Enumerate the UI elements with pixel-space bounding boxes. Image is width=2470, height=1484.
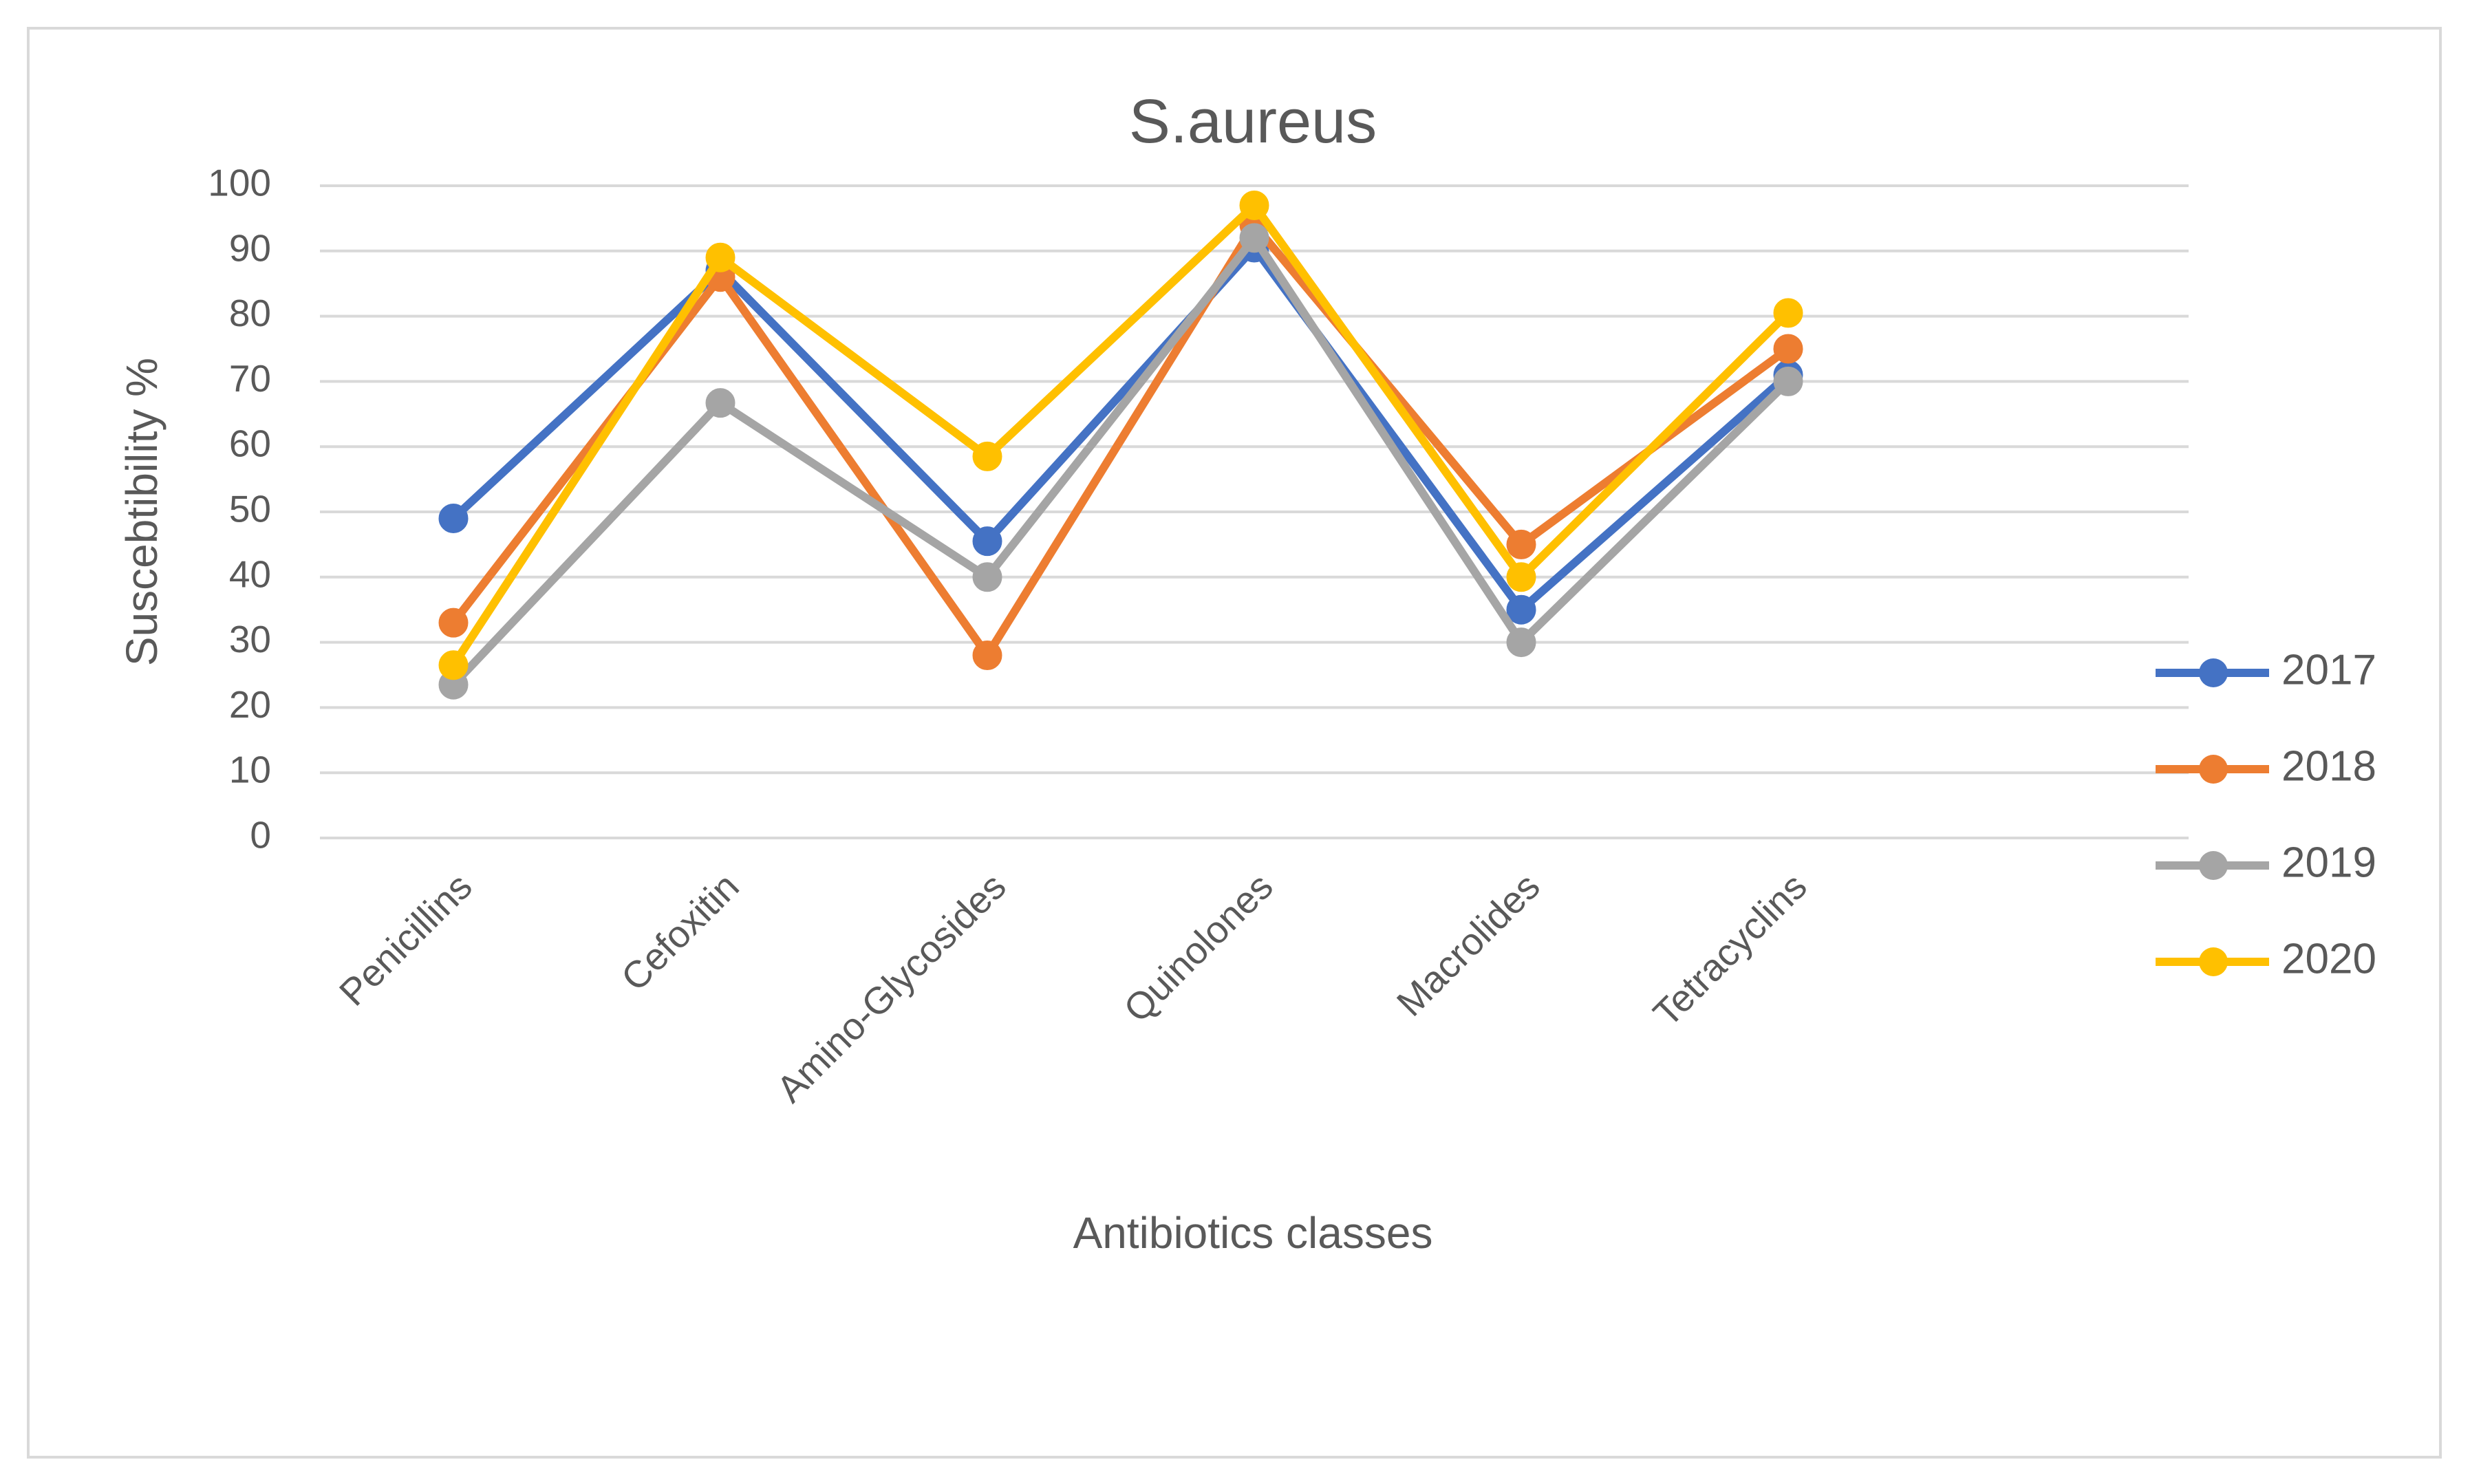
point <box>1773 334 1803 364</box>
y-tick-label: 60 <box>229 422 271 465</box>
series-line <box>449 201 1792 669</box>
y-tick-label: 20 <box>229 683 271 726</box>
y-tick-label: 0 <box>250 814 271 857</box>
chart-title: S.aureus <box>1129 87 1377 156</box>
legend-marker <box>2199 755 2228 784</box>
point <box>1506 594 1536 625</box>
y-tick-label: 30 <box>229 618 271 660</box>
y-tick-label: 100 <box>208 162 271 204</box>
point <box>438 607 469 638</box>
point <box>972 641 1002 671</box>
point <box>705 242 735 272</box>
point <box>1506 529 1536 559</box>
point <box>1773 366 1803 396</box>
y-tick-label: 50 <box>229 488 271 530</box>
legend-label: 2018 <box>2281 742 2376 790</box>
x-axis-title: Antibiotics classes <box>1073 1208 1433 1258</box>
point <box>972 526 1002 557</box>
legend-marker <box>2199 658 2228 687</box>
y-tick-label: 40 <box>229 552 271 595</box>
y-tick-label: 90 <box>229 226 271 269</box>
y-tick-label: 80 <box>229 292 271 334</box>
point <box>972 441 1002 471</box>
series-line <box>449 244 1792 614</box>
legend-label: 2019 <box>2281 839 2376 886</box>
legend-marker <box>2199 851 2228 880</box>
point <box>1506 627 1536 658</box>
series-line <box>449 220 1792 660</box>
point <box>1773 298 1803 328</box>
legend-label: 2020 <box>2281 935 2376 982</box>
point <box>705 388 735 418</box>
point <box>1239 223 1269 253</box>
y-axis-title: Suscebtibility % <box>117 358 167 666</box>
point <box>972 562 1002 592</box>
point <box>438 650 469 680</box>
point <box>1506 562 1536 592</box>
y-tick-label: 10 <box>229 749 271 791</box>
point <box>1239 190 1269 220</box>
legend-label: 2017 <box>2281 646 2376 693</box>
y-tick-label: 70 <box>229 357 271 400</box>
legend-marker <box>2199 947 2228 976</box>
series-line <box>449 233 1792 689</box>
point <box>438 503 469 533</box>
